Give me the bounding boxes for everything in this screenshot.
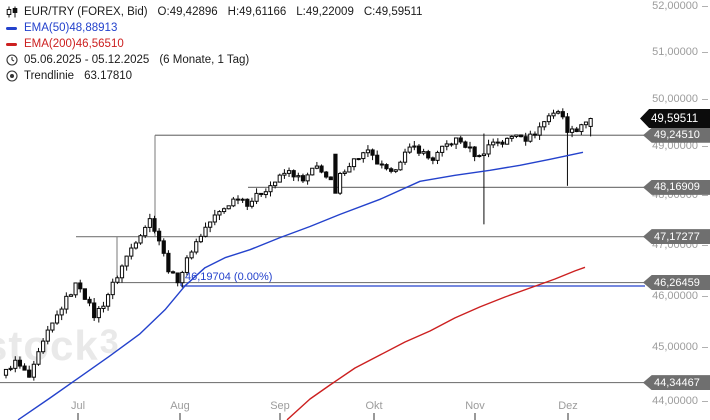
month-label-aug: Aug	[170, 400, 190, 412]
watermark-sup: 3	[99, 323, 120, 361]
price-axis-tick	[702, 52, 708, 54]
ema50-label: EMA(50)	[24, 22, 70, 34]
price-axis-label: 47,00000	[652, 238, 698, 251]
legend-trendline-row[interactable]: Trendlinie 63.17810	[6, 68, 422, 84]
legend-symbol-row[interactable]: EUR/TRY (FOREX, Bid) O: 49,42896 H: 49,611…	[6, 4, 422, 20]
low-value: 49,22009	[305, 6, 354, 18]
open-value: 49,42896	[169, 6, 218, 18]
price-axis-label: 46,00000	[652, 289, 698, 302]
price-axis-tick	[702, 195, 708, 197]
ema50-line[interactable]	[17, 151, 584, 420]
symbol-title: EUR/TRY (FOREX, Bid)	[24, 6, 148, 18]
open-label: O:	[157, 6, 170, 18]
ema50-value: 48,88913	[69, 22, 118, 34]
price-axis-label: 52,00000	[652, 0, 698, 13]
close-value: 49,59511	[375, 6, 423, 18]
high-value: 49,61166	[239, 6, 287, 18]
ema200-label: EMA(200)	[24, 38, 76, 50]
ema200-value: 46,56510	[75, 38, 124, 50]
legend-daterange-row[interactable]: 05.06.2025 - 05.12.2025 (6 Monate, 1 Tag…	[6, 52, 422, 68]
clock-icon	[6, 54, 20, 66]
level-price-badge[interactable]: 46,26459	[643, 275, 710, 291]
last-price-badge[interactable]: 49,59511	[640, 109, 710, 128]
month-label-okt: Okt	[365, 400, 383, 412]
target-circle-icon	[6, 70, 20, 82]
price-axis-label: 44,00000	[652, 394, 698, 407]
price-axis-label: 51,00000	[652, 46, 698, 59]
candle-series[interactable]	[3, 108, 593, 381]
price-axis-label: 49,00000	[652, 140, 698, 153]
period-note: (6 Monate, 1 Tag)	[159, 54, 250, 66]
level-price-badge[interactable]: 49,24510	[643, 127, 710, 143]
month-label-sep: Sep	[270, 400, 290, 412]
price-axis-tick	[702, 347, 708, 349]
ema50-line-icon	[6, 26, 20, 30]
month-label-jul: Jul	[70, 400, 86, 412]
ema200-line[interactable]	[286, 266, 586, 420]
date-range: 05.06.2025 - 05.12.2025	[24, 54, 150, 66]
high-label: H:	[227, 6, 240, 18]
price-axis-tick	[702, 400, 708, 402]
price-axis-label: 50,00000	[652, 92, 698, 105]
level-price-badge[interactable]: 48,16909	[643, 179, 710, 195]
low-label: L:	[296, 6, 306, 18]
month-label-nov: Nov	[465, 400, 485, 412]
close-label: C:	[363, 6, 376, 18]
price-axis-tick	[702, 295, 708, 297]
price-axis-tick	[702, 98, 708, 100]
price-axis-label: 48,00000	[652, 189, 698, 202]
trendline-label: Trendlinie	[24, 70, 75, 82]
level-price-badge[interactable]: 44,34467	[643, 375, 710, 391]
price-axis-tick	[702, 146, 708, 148]
candlestick-icon	[6, 6, 20, 18]
legend-ema50-row[interactable]: EMA(50) 48,88913	[6, 20, 422, 36]
ema200-line-icon	[6, 42, 20, 46]
level-price-badge[interactable]: 47,17277	[643, 229, 710, 245]
price-axis-label: 45,00000	[652, 341, 698, 354]
trendline-value: 63.17810	[84, 70, 133, 82]
chart-legend: EUR/TRY (FOREX, Bid) O: 49,42896 H: 49,611…	[6, 4, 422, 84]
price-axis-tick	[702, 6, 708, 8]
month-label-dez: Dez	[558, 400, 578, 412]
price-axis-tick	[702, 244, 708, 246]
legend-ema200-row[interactable]: EMA(200) 46,56510	[6, 36, 422, 52]
support-line-label: 46,19704 (0.00%)	[185, 271, 273, 283]
